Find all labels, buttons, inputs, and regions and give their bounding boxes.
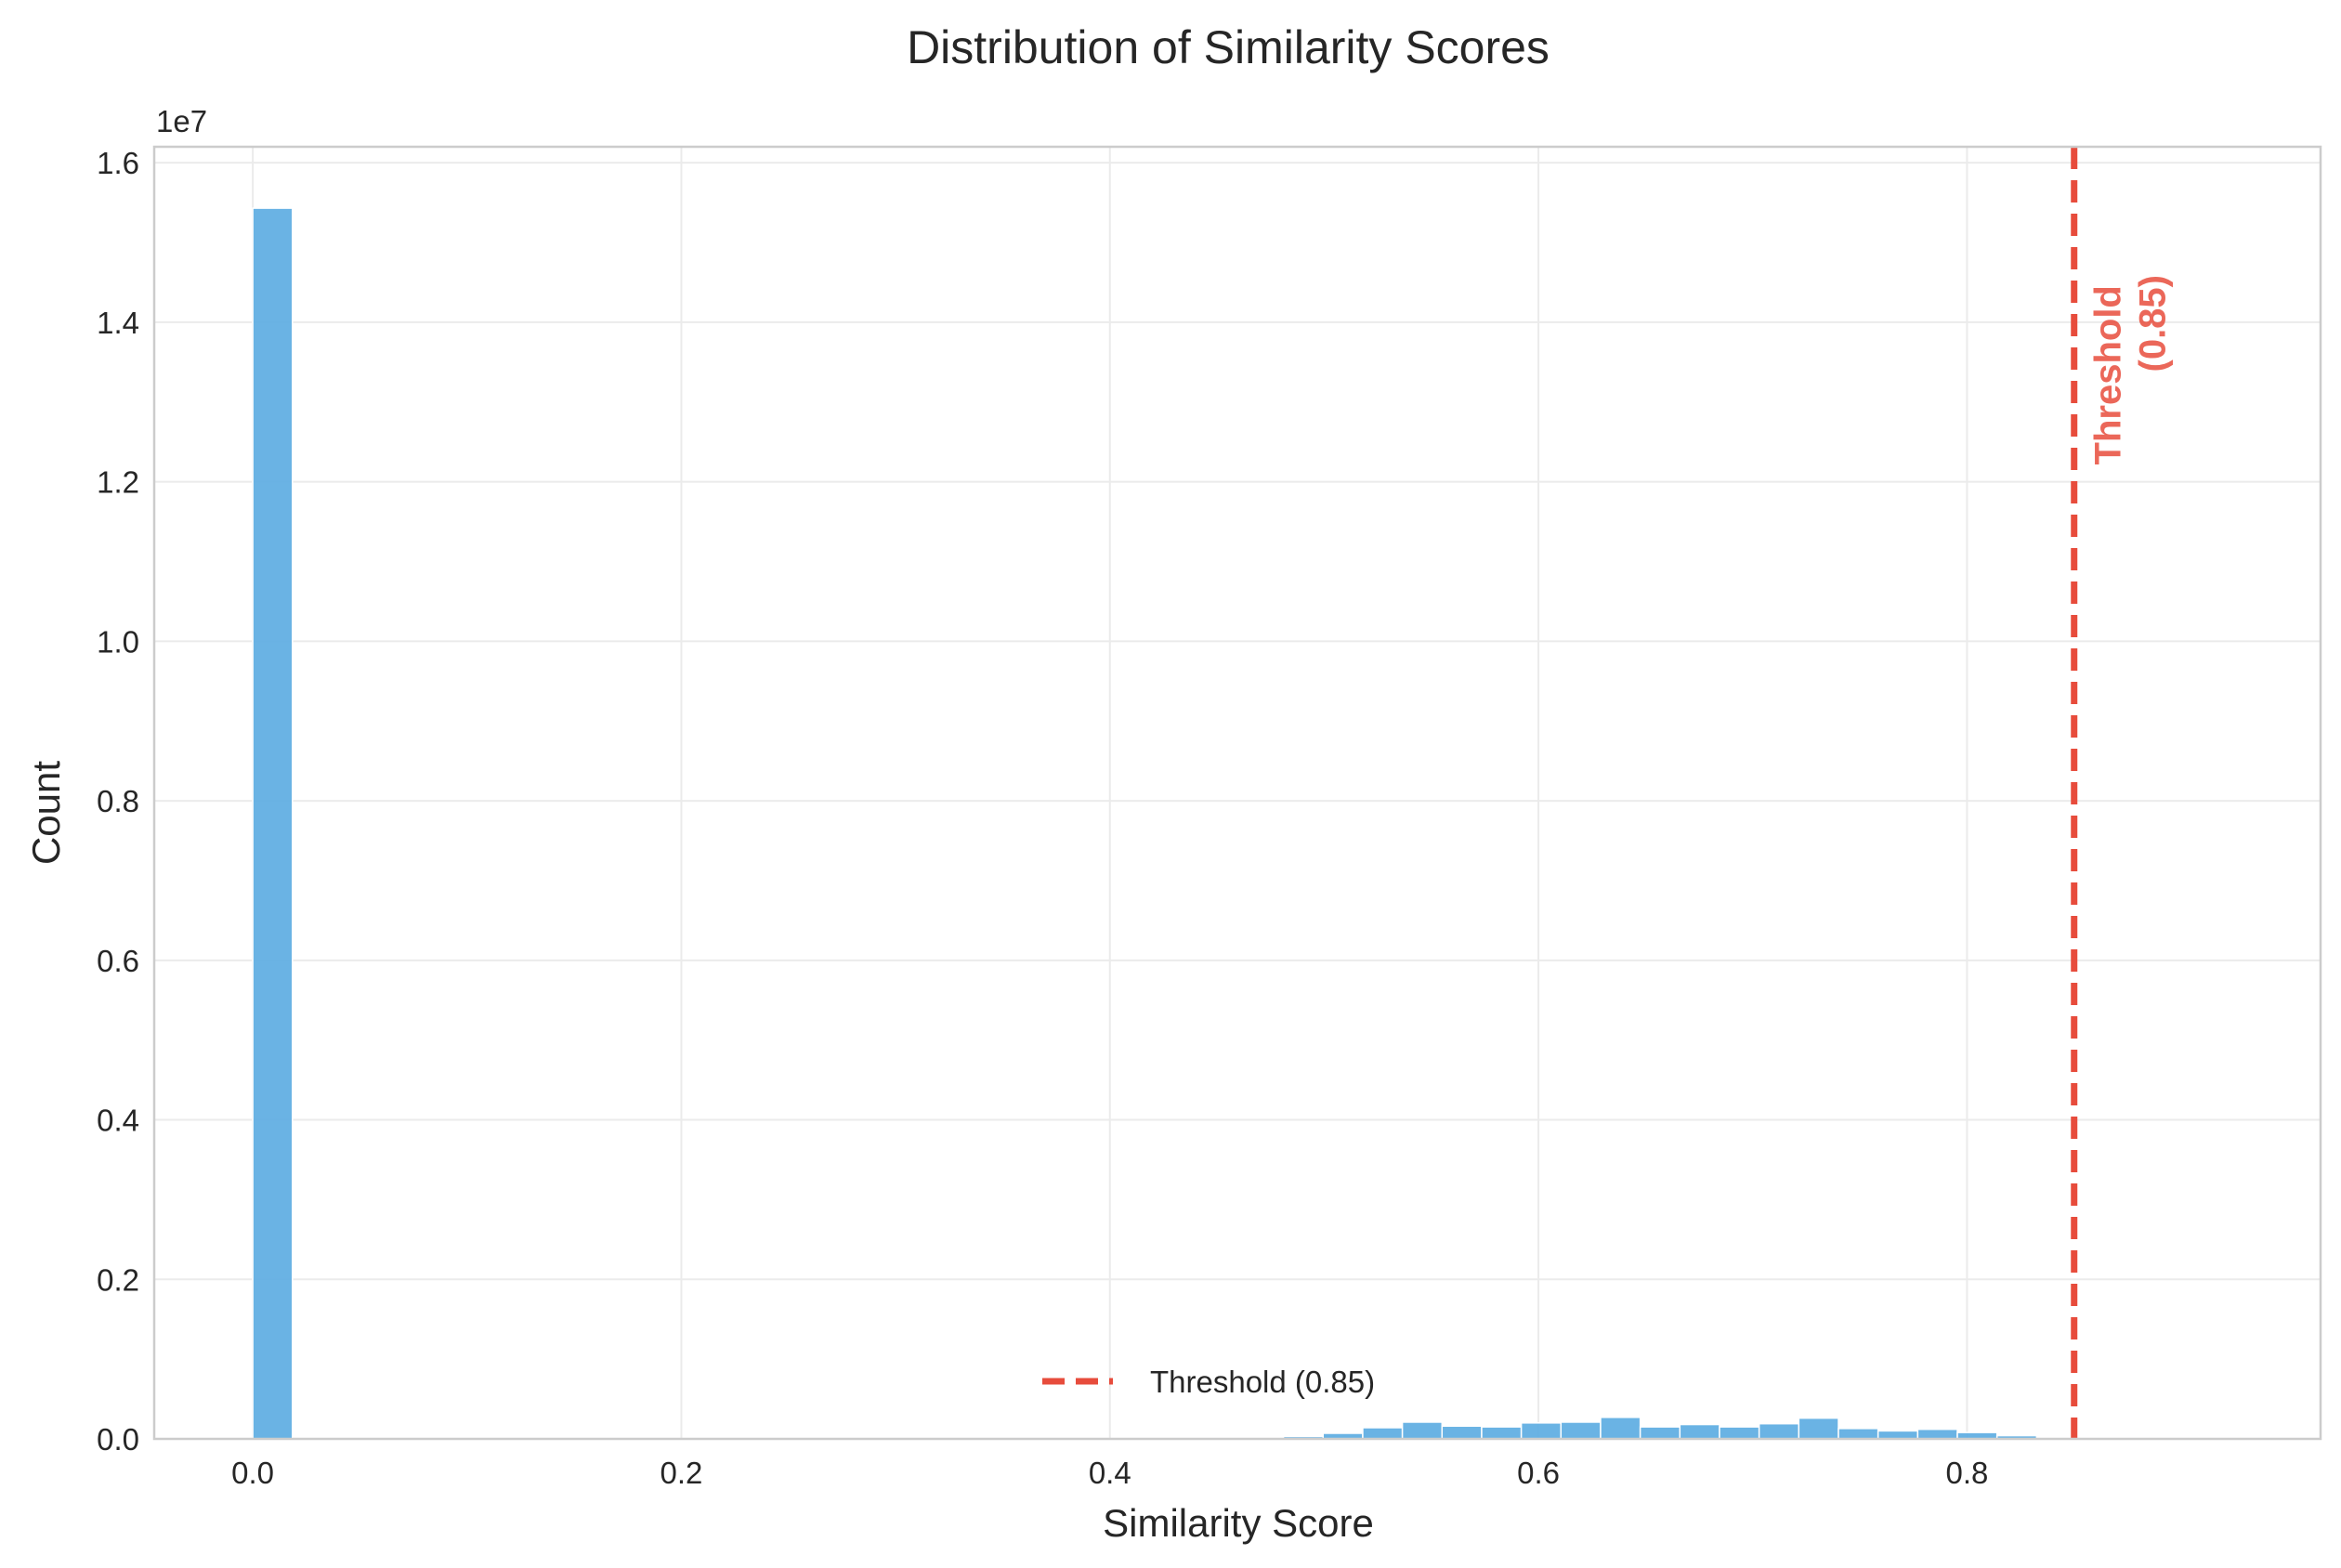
y-axis-offset-label: 1e7 xyxy=(156,104,207,138)
histogram-bar-4 xyxy=(1401,1421,1444,1440)
y-tick-label-0: 0.0 xyxy=(97,1422,139,1457)
histogram-bars xyxy=(252,207,2038,1440)
x-tick-label-0: 0.0 xyxy=(231,1456,274,1490)
legend: Threshold (0.85) xyxy=(1042,1365,1375,1399)
histogram-bar-8 xyxy=(1560,1421,1602,1440)
histogram-bar-10 xyxy=(1639,1426,1681,1440)
x-tick-label-4: 0.8 xyxy=(1945,1456,1988,1490)
histogram-bar-3 xyxy=(1362,1427,1404,1440)
histogram-bar-5 xyxy=(1441,1425,1483,1440)
x-tick-label-3: 0.6 xyxy=(1517,1456,1560,1490)
threshold-annotation-line-2: (0.85) xyxy=(2133,275,2174,372)
plot-frame xyxy=(152,145,2322,1441)
y-tick-label-2: 0.4 xyxy=(97,1104,139,1138)
threshold-marker: Threshold (0.85) xyxy=(2071,147,2174,1439)
y-tick-label-6: 1.2 xyxy=(97,465,139,500)
y-axis-ticks: 0.0 0.2 0.4 0.6 0.8 1.0 1.2 1.4 1.6 xyxy=(97,146,139,1457)
histogram-bar-7 xyxy=(1520,1422,1563,1440)
y-tick-label-1: 0.2 xyxy=(97,1262,139,1297)
y-tick-label-4: 0.8 xyxy=(97,784,139,818)
histogram-bar-16 xyxy=(1877,1430,1919,1440)
y-axis-label: Count xyxy=(24,761,68,865)
x-tick-label-2: 0.4 xyxy=(1089,1456,1131,1490)
histogram-bar-6 xyxy=(1481,1426,1523,1440)
x-axis-label: Similarity Score xyxy=(1103,1501,1374,1545)
histogram-bar-0 xyxy=(252,207,294,1440)
y-tick-label-7: 1.4 xyxy=(97,306,139,340)
histogram-bar-13 xyxy=(1758,1422,1800,1440)
histogram-bar-12 xyxy=(1719,1426,1760,1440)
x-tick-label-1: 0.2 xyxy=(660,1456,702,1490)
y-tick-label-5: 1.0 xyxy=(97,624,139,659)
threshold-annotation-line-1: Threshold xyxy=(2088,285,2129,464)
x-axis-ticks: 0.0 0.2 0.4 0.6 0.8 xyxy=(231,1456,1988,1490)
threshold-annotation: Threshold (0.85) xyxy=(2088,275,2174,464)
y-tick-label-3: 0.6 xyxy=(97,944,139,978)
histogram-bar-11 xyxy=(1679,1423,1720,1440)
histogram-bar-17 xyxy=(1916,1428,1958,1440)
histogram-bar-9 xyxy=(1600,1417,1641,1440)
histogram-bar-15 xyxy=(1837,1428,1879,1440)
y-tick-label-8: 1.6 xyxy=(97,146,139,180)
histogram-bar-14 xyxy=(1798,1417,1839,1440)
legend-label-threshold: Threshold (0.85) xyxy=(1150,1365,1375,1399)
chart-title: Distribution of Similarity Scores xyxy=(907,21,1550,73)
